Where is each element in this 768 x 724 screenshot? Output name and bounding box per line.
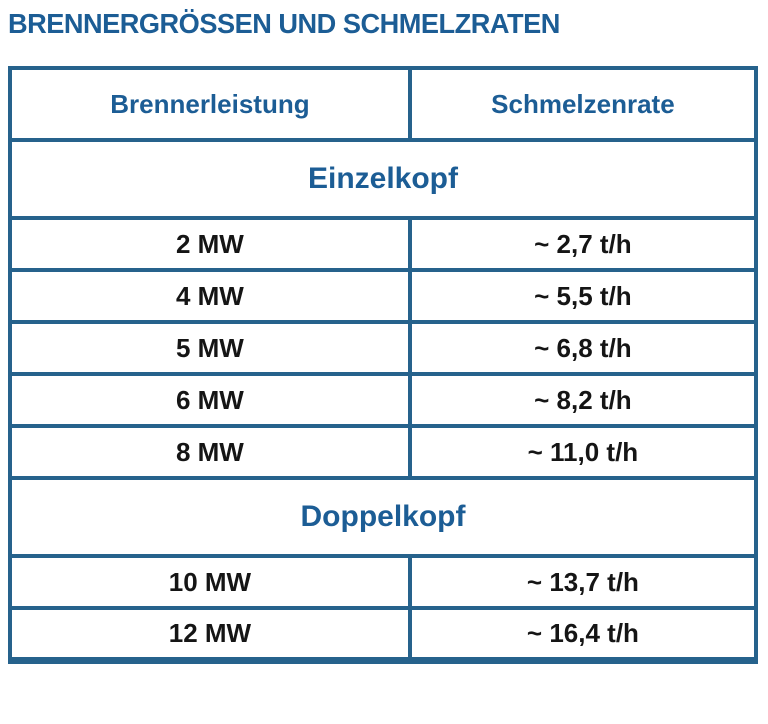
table-row: 5 MW ~ 6,8 t/h (8, 320, 759, 376)
power-cell: 5 MW (8, 320, 412, 376)
rate-cell: ~ 13,7 t/h (407, 554, 759, 610)
table-row: 2 MW ~ 2,7 t/h (8, 216, 759, 272)
rate-cell: ~ 16,4 t/h (407, 606, 759, 662)
page-title: BRENNERGRÖSSEN UND SCHMELZRATEN (8, 8, 560, 39)
column-header-schmelzenrate: Schmelzenrate (407, 66, 759, 142)
power-cell: 6 MW (8, 372, 412, 428)
section-label: Doppelkopf (8, 476, 758, 558)
power-cell: 12 MW (8, 606, 412, 662)
rate-cell: ~ 8,2 t/h (407, 372, 759, 428)
table-row: 8 MW ~ 11,0 t/h (8, 424, 759, 480)
table-row: 10 MW ~ 13,7 t/h (8, 554, 759, 610)
rate-cell: ~ 11,0 t/h (407, 424, 759, 480)
table-body: Einzelkopf 2 MW ~ 2,7 t/h 4 MW ~ 5,5 t/h 5 MW… (8, 138, 759, 662)
burner-melt-rate-table: Brennerleistung Schmelzenrate Einzelkopf… (8, 66, 759, 664)
table-row: 12 MW ~ 16,4 t/h (8, 606, 759, 662)
table-row: 4 MW ~ 5,5 t/h (8, 268, 759, 324)
power-cell: 4 MW (8, 268, 412, 324)
column-header-brennerleistung: Brennerleistung (8, 66, 412, 142)
rate-cell: ~ 5,5 t/h (407, 268, 759, 324)
section-header-row: Einzelkopf (8, 138, 758, 220)
table-row: 6 MW ~ 8,2 t/h (8, 372, 759, 428)
rate-cell: ~ 2,7 t/h (407, 216, 759, 272)
rate-cell: ~ 6,8 t/h (407, 320, 759, 376)
power-cell: 10 MW (8, 554, 412, 610)
power-cell: 8 MW (8, 424, 412, 480)
table-header-row: Brennerleistung Schmelzenrate (8, 66, 759, 142)
section-label: Einzelkopf (8, 138, 758, 220)
section-header-row: Doppelkopf (8, 476, 758, 558)
power-cell: 2 MW (8, 216, 412, 272)
